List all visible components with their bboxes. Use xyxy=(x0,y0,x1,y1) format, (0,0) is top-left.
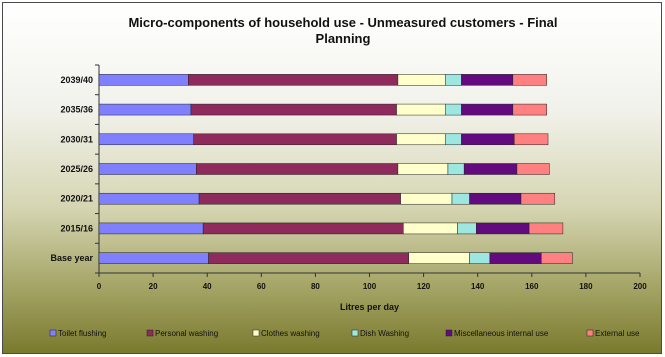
bar-segment xyxy=(457,222,477,235)
bar-segment xyxy=(541,252,573,264)
bar-segment xyxy=(188,74,399,86)
bar-segment xyxy=(98,222,204,235)
bar-segment xyxy=(461,133,515,146)
bar-segment xyxy=(202,222,404,235)
bar-segment xyxy=(444,74,462,86)
x-axis-title: Litres per day xyxy=(340,302,399,312)
x-tick-label: 40 xyxy=(203,282,212,291)
x-tick-label: 20 xyxy=(149,282,158,291)
legend-swatch xyxy=(146,329,154,337)
bar-segment xyxy=(98,163,197,175)
x-tick-label: 120 xyxy=(417,282,431,291)
chart-title: Micro-components of household use - Unme… xyxy=(63,15,623,47)
bar-segment xyxy=(397,163,449,175)
bar-segment xyxy=(512,103,547,116)
x-tick-label: 80 xyxy=(311,282,320,291)
legend-label: External use xyxy=(595,329,640,338)
bar-segment xyxy=(98,103,192,116)
bar-segment xyxy=(513,133,549,146)
bar-segment xyxy=(516,163,550,175)
bar-segment xyxy=(444,103,462,116)
bar-segment xyxy=(400,192,453,205)
chart-area: Micro-components of household use - Unme… xyxy=(2,2,662,354)
legend-swatch xyxy=(252,329,260,337)
legend-label: Miscellaneous internal use xyxy=(454,329,549,338)
y-tick-label: 2039/40 xyxy=(60,75,93,85)
bar-segment xyxy=(190,103,397,116)
x-tick-label: 0 xyxy=(97,282,102,291)
y-tick-label: 2025/26 xyxy=(60,164,93,174)
bar-segment xyxy=(193,133,397,146)
legend-swatch xyxy=(49,329,57,337)
bar-segment xyxy=(489,252,542,264)
bar-segment xyxy=(98,252,209,264)
legend-label: Personal washing xyxy=(155,329,218,338)
bar-segment xyxy=(447,163,465,175)
bar-segment xyxy=(198,192,401,205)
chart-title-line-2: Planning xyxy=(315,31,371,46)
legend-swatch xyxy=(586,329,594,337)
bar-segment xyxy=(512,74,547,86)
x-tick-label: 160 xyxy=(525,282,539,291)
x-tick-label: 140 xyxy=(471,282,485,291)
bar-segment xyxy=(451,192,470,205)
bar-segment xyxy=(469,192,522,205)
bar-segment xyxy=(208,252,409,264)
legend-label: Clothes washing xyxy=(261,329,320,338)
bar-segment xyxy=(463,163,518,175)
y-tick-label: 2035/36 xyxy=(60,105,93,115)
bar-segment xyxy=(196,163,399,175)
y-tick-label: Base year xyxy=(50,253,93,263)
chart-plot: 0 20 40 60 80 100 120 140 160 180 200 Litres per da… xyxy=(49,64,647,338)
bar-segment xyxy=(528,222,564,235)
bar-segment xyxy=(98,192,200,205)
bar-segment xyxy=(444,133,462,146)
x-tick-label: 180 xyxy=(579,282,593,291)
bar-segment xyxy=(397,74,446,86)
chart-title-line-1: Micro-components of household use - Unme… xyxy=(128,15,558,30)
bar-segment xyxy=(403,222,458,235)
bar-segment xyxy=(98,133,194,146)
bar-segment xyxy=(98,74,189,86)
x-tick-label: 100 xyxy=(363,282,377,291)
y-tick-label: 2015/16 xyxy=(60,223,93,233)
bar-segment xyxy=(461,103,514,116)
bar-segment xyxy=(469,252,491,264)
legend-swatch xyxy=(445,329,453,337)
legend-label: Toilet flushing xyxy=(58,329,106,338)
x-tick-label: 200 xyxy=(633,282,647,291)
bar-segment xyxy=(461,74,514,86)
y-tick-label: 2020/21 xyxy=(60,194,93,204)
bar-segment xyxy=(408,252,470,264)
x-tick-label: 60 xyxy=(257,282,266,291)
bar-segment xyxy=(396,103,446,116)
bar-segment xyxy=(476,222,530,235)
legend-swatch xyxy=(351,329,359,337)
legend-label: Dish Washing xyxy=(360,329,409,338)
bar-segment xyxy=(520,192,556,205)
bar-segment xyxy=(396,133,446,146)
y-tick-label: 2030/31 xyxy=(60,134,93,144)
